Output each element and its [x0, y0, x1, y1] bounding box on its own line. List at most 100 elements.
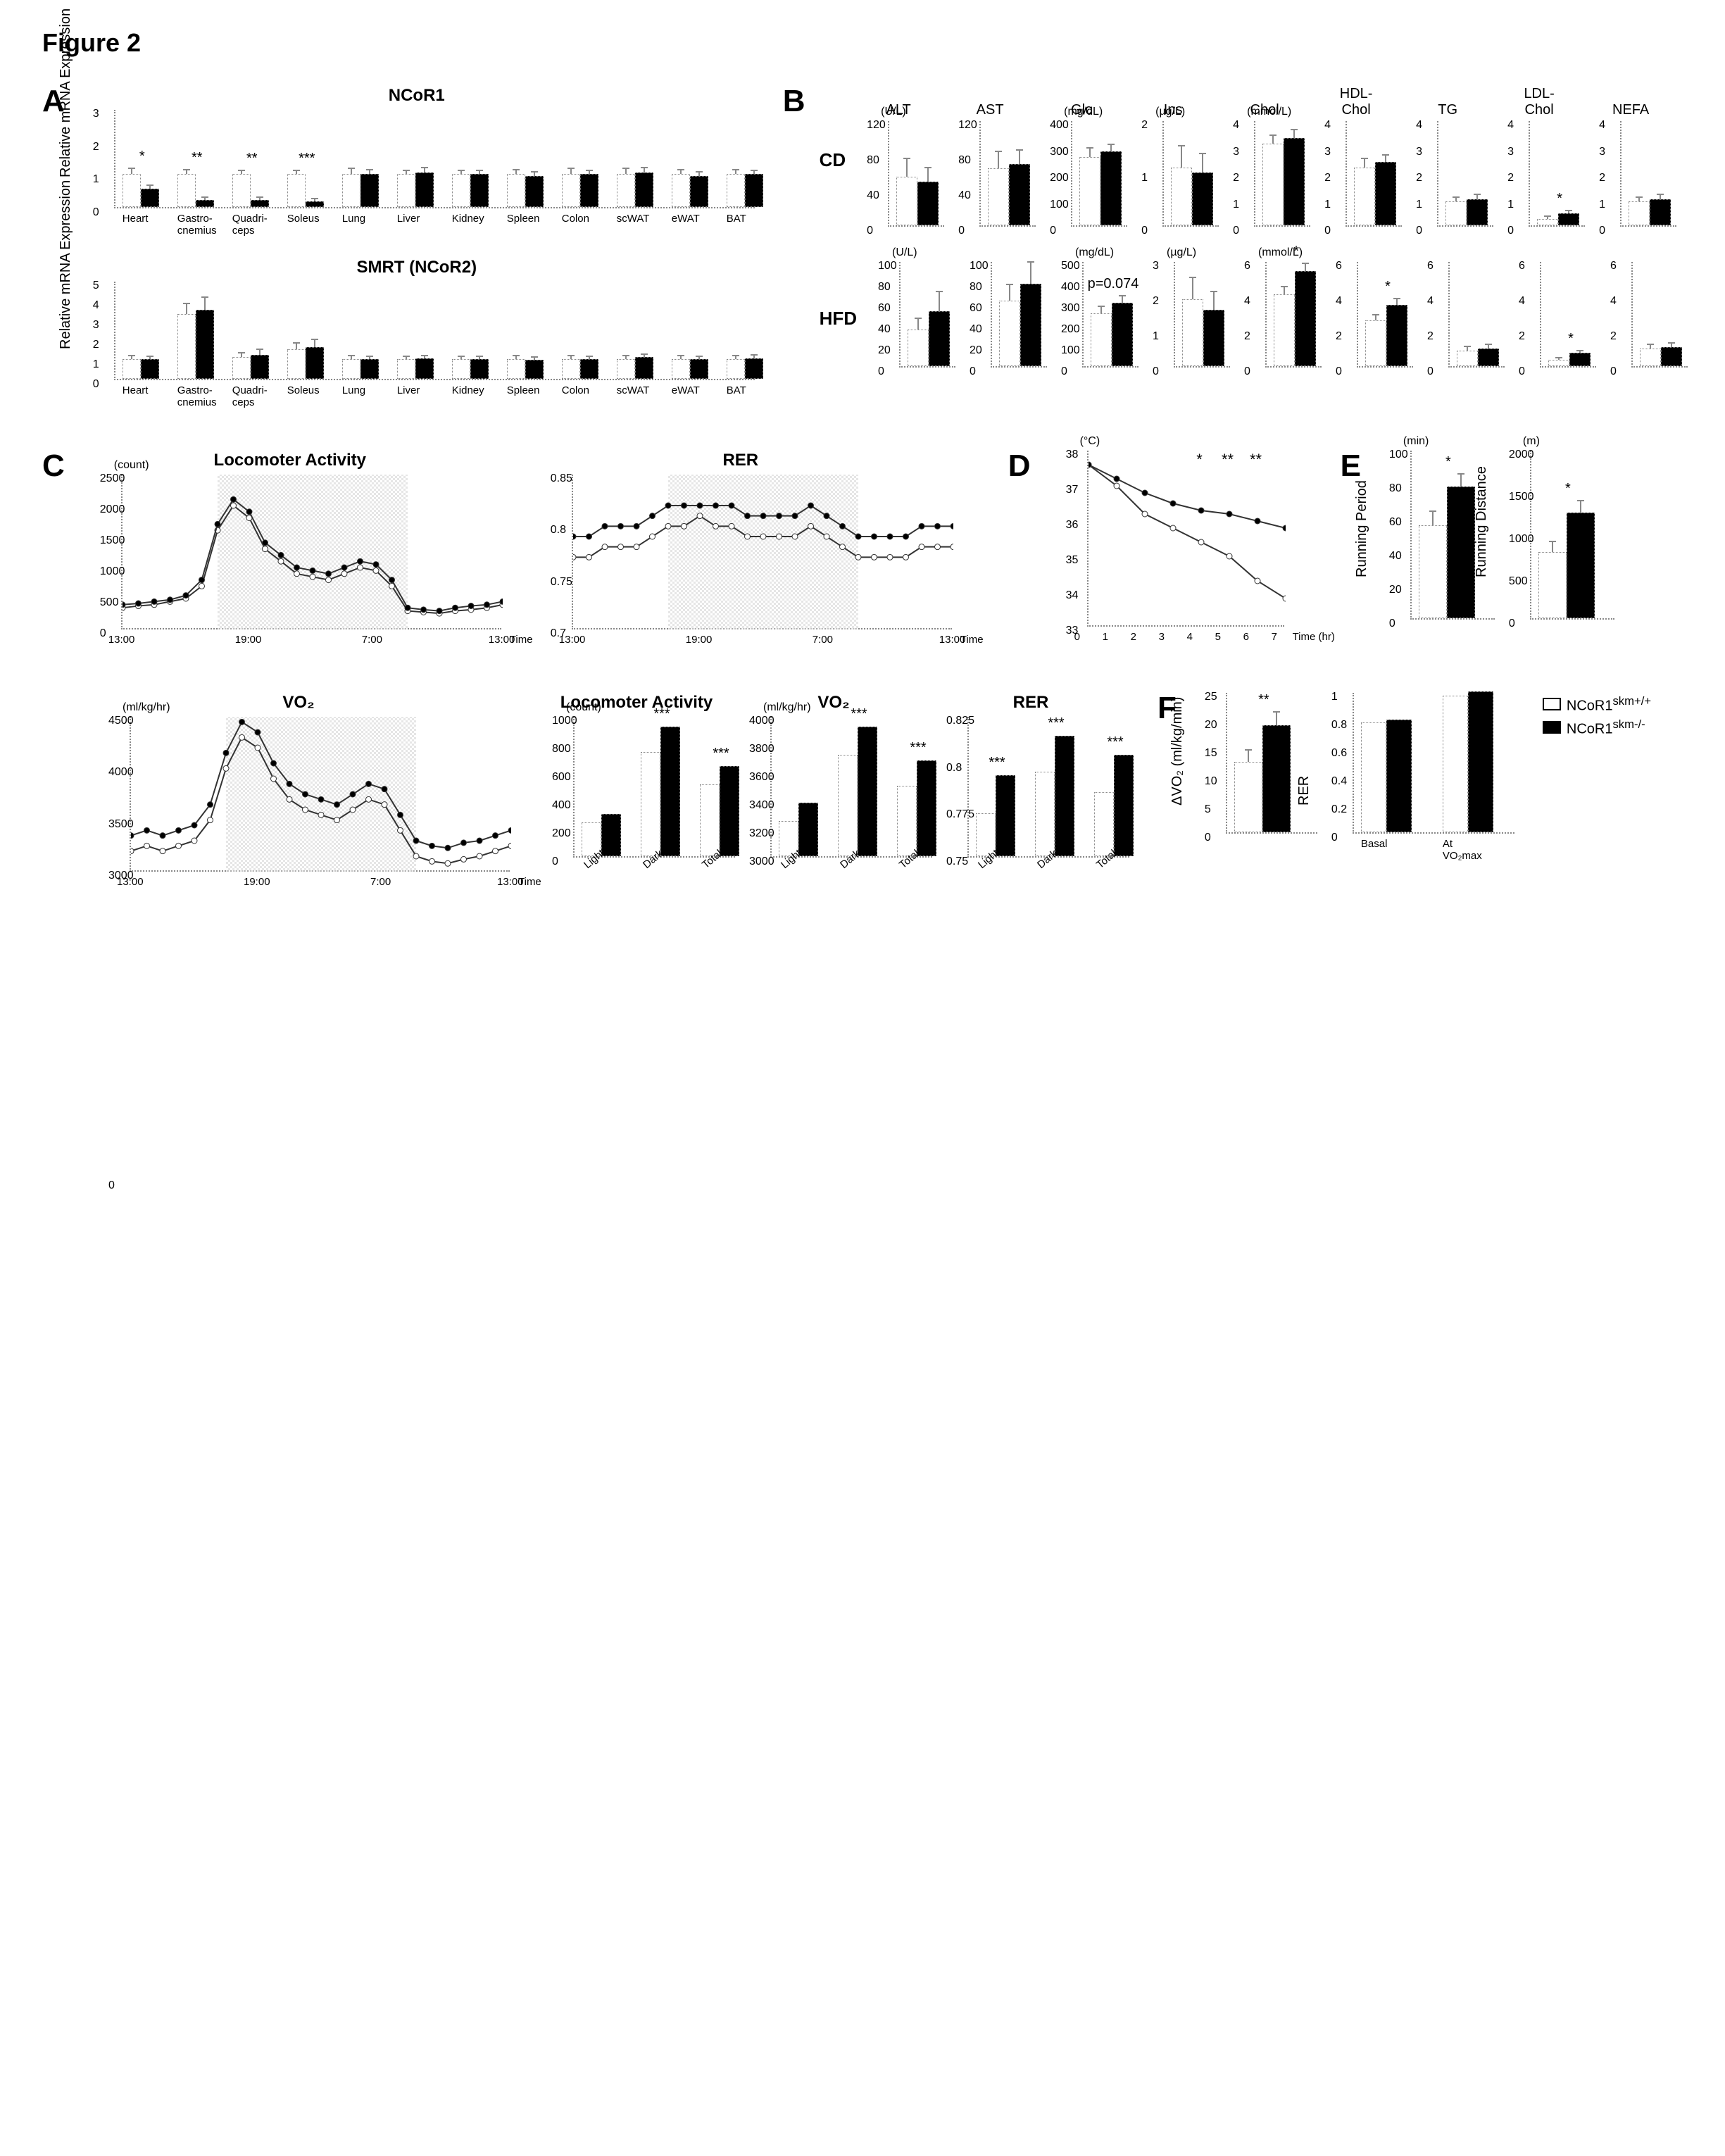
error-cap: [751, 354, 758, 356]
error-bar: [1122, 296, 1123, 303]
ytick: 3600: [749, 771, 774, 784]
ytick: 60: [970, 302, 982, 315]
error-cap: [1474, 194, 1481, 195]
significance-marker: *: [1385, 279, 1391, 295]
ytick: 0: [1509, 618, 1515, 630]
ytick: 3500: [108, 818, 134, 831]
ytick: 1000: [100, 565, 125, 578]
error-bar: [1030, 263, 1031, 284]
plot-area: 012345HeartGastro-cnemiusQuadri-cepsSole…: [114, 282, 755, 380]
error-bar: [1579, 351, 1581, 353]
error-bar: [644, 168, 645, 173]
error-bar: [570, 169, 572, 174]
plot-area: 00.20.40.60.81BasalAtVO₂max: [1353, 693, 1514, 834]
bar: [360, 359, 379, 379]
ytick: 0: [100, 627, 106, 640]
bar: [1445, 201, 1467, 225]
error-cap: [513, 169, 520, 170]
ytick: 6: [1427, 260, 1434, 272]
bar: [672, 174, 690, 207]
category-label: Kidney: [452, 384, 484, 396]
error-cap: [1178, 145, 1185, 146]
error-cap: [677, 355, 684, 356]
category-label: Quadri-ceps: [232, 384, 268, 408]
error-cap: [293, 170, 300, 171]
error-cap: [1245, 749, 1252, 751]
ytick: 200: [552, 827, 571, 840]
error-bar: [204, 298, 206, 310]
bar: [123, 359, 141, 379]
bar: [1419, 525, 1447, 618]
error-bar: [1284, 287, 1285, 294]
bar: [929, 311, 950, 366]
bar: [1079, 157, 1100, 226]
error-cap: [1273, 711, 1280, 713]
error-cap: [1577, 500, 1584, 501]
line-svg: [573, 475, 953, 629]
xtick: 5: [1215, 631, 1221, 643]
category-label: BAT: [727, 213, 746, 225]
error-bar: [1476, 195, 1478, 199]
panel-c-timeseries-bottom: VO₂0300035004000450013:0019:007:0013:00T…: [87, 693, 538, 914]
bar: [617, 174, 635, 207]
significance-marker: **: [246, 151, 258, 167]
error-bar: [917, 319, 919, 330]
panel-letter-d: D: [1008, 451, 1031, 669]
error-bar: [1488, 345, 1489, 349]
significance-marker: ***: [989, 755, 1005, 771]
unit-label: (°C): [1080, 435, 1100, 448]
error-cap: [146, 184, 153, 186]
bar: [1284, 138, 1305, 225]
error-bar: [296, 344, 297, 349]
bar: [177, 174, 196, 207]
category-label: Soleus: [287, 213, 320, 225]
error-bar: [1272, 136, 1274, 144]
bar: [141, 359, 159, 379]
unit-label: (U/L): [881, 106, 906, 118]
ytick: 0.75: [551, 576, 572, 589]
error-cap: [1210, 291, 1217, 292]
ytick: 0: [1244, 365, 1250, 378]
error-bar: [1100, 307, 1102, 313]
category-label: Colon: [562, 384, 589, 396]
line-svg: [123, 475, 503, 629]
bar: [988, 168, 1009, 225]
ytick: 500: [100, 596, 119, 609]
ytick: 0: [93, 378, 99, 391]
panel-d: 33343536373801234567Time (hr)(°C)*****: [1045, 451, 1312, 669]
significance-marker: ***: [713, 746, 729, 762]
ytick: 4: [1599, 119, 1605, 132]
error-bar: [149, 357, 151, 359]
legend-item: NCoR1skm-/-: [1543, 717, 1651, 738]
error-bar: [1547, 217, 1548, 219]
error-cap: [403, 356, 410, 357]
xtick: 6: [1243, 631, 1249, 643]
bar: [1569, 353, 1591, 366]
bar: [196, 310, 214, 379]
ytick: 1: [1324, 199, 1331, 211]
panel-letter-b: B: [783, 86, 805, 403]
error-bar: [1580, 501, 1581, 513]
ytick: 100: [878, 260, 897, 272]
ytick: 3: [93, 319, 99, 332]
error-bar: [479, 171, 480, 175]
error-cap: [256, 349, 263, 350]
significance-marker: **: [1222, 451, 1234, 469]
error-bar: [406, 357, 407, 359]
ytick: 1: [1416, 199, 1422, 211]
significance-marker: *: [1196, 451, 1203, 469]
ytick: 0.8: [946, 762, 962, 775]
error-bar: [753, 356, 755, 358]
error-cap: [936, 291, 943, 292]
ytick: 4: [1416, 119, 1422, 132]
ytick: 4: [1519, 295, 1525, 308]
significance-marker: *: [139, 149, 145, 165]
unit-label: (mg/dL): [1064, 106, 1103, 118]
error-bar: [1202, 154, 1203, 173]
error-cap: [238, 352, 245, 353]
error-bar: [1660, 195, 1661, 199]
bar: [1112, 303, 1133, 366]
ytick: 1: [1331, 691, 1338, 703]
error-cap: [732, 169, 739, 170]
error-cap: [348, 355, 355, 356]
